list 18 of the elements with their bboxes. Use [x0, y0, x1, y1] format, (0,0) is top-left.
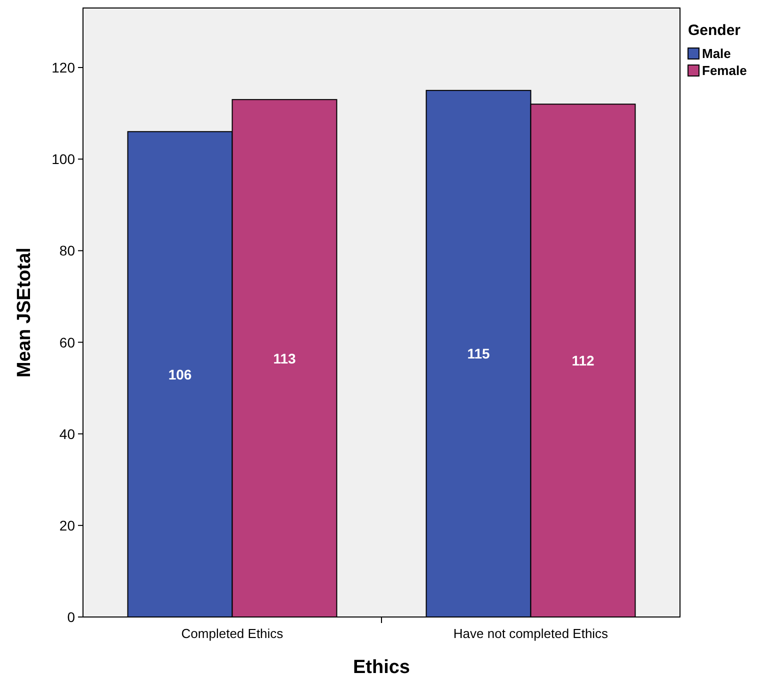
- y-tick-label: 60: [59, 334, 76, 350]
- legend-title: Gender: [688, 22, 741, 39]
- data-label: 115: [467, 346, 490, 362]
- y-tick-label: 100: [52, 151, 76, 168]
- data-label: 106: [168, 366, 192, 382]
- x-tick-label: Completed Ethics: [181, 626, 284, 641]
- legend-label: Female: [702, 63, 747, 78]
- x-axis-title: Ethics: [352, 657, 410, 678]
- y-tick-label: 20: [59, 517, 76, 534]
- y-tick-label: 0: [67, 609, 76, 625]
- x-tick-label: Have not completed Ethics: [453, 626, 609, 641]
- data-label: 112: [572, 352, 594, 369]
- y-tick-label: 120: [52, 60, 76, 76]
- legend-label: Male: [702, 46, 731, 61]
- data-label: 113: [273, 350, 296, 366]
- y-axis-title: Mean JSEtotal: [14, 248, 35, 378]
- y-tick-label: 40: [59, 426, 76, 442]
- y-tick-label: 80: [59, 242, 76, 259]
